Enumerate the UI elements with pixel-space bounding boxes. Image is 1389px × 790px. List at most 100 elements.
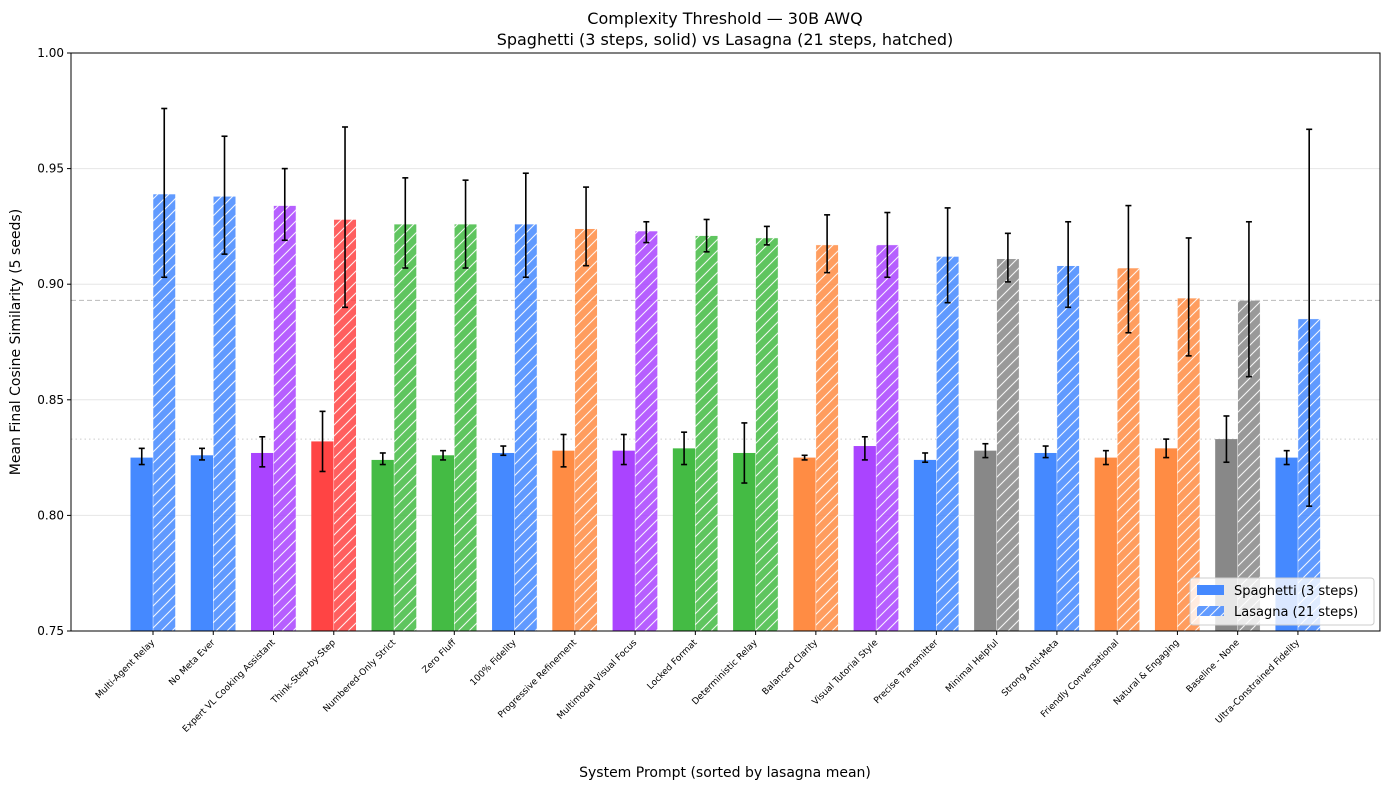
error-bar [982,442,989,459]
spaghetti-bar [793,457,816,631]
bar-fill [974,450,997,631]
bar-fill [913,459,937,631]
error-bar [138,447,145,466]
x-tick-label: Visual Tutorial Style [811,638,881,708]
legend-swatch-spaghetti [1197,585,1224,595]
lasagna-bar [152,193,176,632]
error-bar [440,449,447,461]
error-bar [259,435,266,468]
spaghetti-bar [913,459,937,631]
error-bar [620,433,627,466]
bar-hatch [153,194,176,632]
lasagna-bar [454,223,478,632]
bar-fill [552,450,575,631]
bar-hatch [1177,298,1200,631]
legend-label-spaghetti: Spaghetti (3 steps) [1234,584,1358,599]
bar-fill [190,455,214,631]
lasagna-bar [1116,267,1140,632]
x-tick-label: Multi-Agent Relay [94,638,158,702]
legend-label-lasagna: Lasagna (21 steps) [1234,605,1358,620]
bar-fill [130,457,153,631]
y-tick-label: 0.90 [37,277,64,291]
bar-fill [1094,457,1118,631]
error-bar [522,172,529,279]
bar-fill [853,446,877,631]
error-bar [1004,232,1011,283]
bar-hatch [213,196,236,631]
error-bar [1065,220,1072,309]
spaghetti-bar [612,450,636,631]
error-bar [1306,128,1313,507]
lasagna-bar [273,205,297,632]
bar-fill [612,450,636,631]
lasagna-bar [574,228,598,632]
error-bar [763,225,770,246]
y-tick-label: 0.85 [37,393,64,407]
lasagna-bar [1237,300,1261,632]
spaghetti-bar [733,452,756,631]
spaghetti-bar [492,452,515,631]
error-bar [583,186,590,267]
legend: Spaghetti (3 steps) Lasagna (21 steps) [1189,577,1375,626]
x-tick-label: Precise Transmitter [872,638,940,706]
bar-hatch [635,231,658,632]
x-tick-label: 100% Fidelity [469,638,519,688]
x-tick-label: Minimal Helpful [944,638,1001,695]
lasagna-bar [1056,265,1080,632]
bar-fill [251,452,274,631]
error-bar [944,207,951,304]
error-bar [221,135,228,255]
bar-fill [311,441,334,631]
bar-hatch [333,219,357,632]
spaghetti-bar [190,455,214,631]
lasagna-bar [875,244,899,632]
bar-fill [431,455,455,631]
spaghetti-bar [552,450,575,631]
bar-fill [492,452,515,631]
y-tick-label: 0.80 [37,508,64,522]
bar-hatch [936,256,959,631]
spaghetti-bar [431,455,455,631]
bar-hatch [1056,265,1080,631]
x-tick-label: Natural & Engaging [1112,638,1181,707]
error-bar [741,422,748,484]
error-bar [884,211,891,279]
spaghetti-bar [130,457,153,631]
y-tick-label: 1.00 [37,46,64,60]
x-tick-label: Deterministic Relay [691,638,761,708]
x-tick-label: Balanced Clarity [761,638,821,698]
bar-fill [733,452,756,631]
error-bar [560,433,567,468]
x-tick-label: Baseline - None [1185,638,1242,695]
lasagna-bar [755,237,779,632]
bar-hatch [695,235,718,631]
bar-hatch [815,244,839,631]
lasagna-bar [996,258,1020,632]
bar-hatch [273,205,297,632]
x-tick-label: Strong Anti-Meta [1000,638,1061,699]
bar-fill [371,459,395,631]
x-tick-label: No Meta Ever [167,638,217,688]
error-bar [161,107,168,279]
spaghetti-bar [1094,457,1118,631]
lasagna-bar [936,256,960,632]
error-bar [281,167,288,242]
error-bar [922,452,929,464]
x-tick-label: Zero Fluff [421,637,459,675]
error-bar [199,447,206,461]
y-tick-label: 0.95 [37,162,64,176]
spaghetti-bar [371,459,395,631]
lasagna-bar [514,223,538,632]
spaghetti-bar [1034,452,1057,631]
error-bar [1245,220,1252,378]
error-bar [643,220,650,244]
error-bar [861,435,868,461]
spaghetti-bar [1154,448,1178,631]
bar-fill [1034,452,1057,631]
lasagna-bar [815,244,839,632]
bar-hatch [755,237,779,631]
error-bar [319,410,326,473]
y-axis-label: Mean Final Cosine Similarity (5 seeds) [8,209,24,475]
bar-hatch [1237,300,1261,631]
